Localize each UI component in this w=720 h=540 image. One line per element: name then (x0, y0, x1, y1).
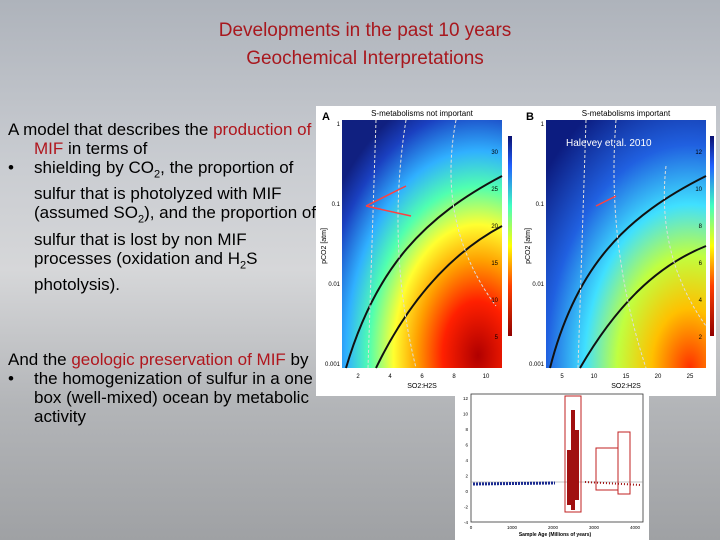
subscript: 2 (154, 168, 161, 181)
text: A model that describes the (8, 120, 214, 139)
y-tick-label: 12 (463, 396, 469, 401)
text: by (285, 350, 309, 369)
curve (579, 245, 707, 369)
arrow (595, 195, 617, 207)
bullet: shielding by CO2, the proportion of sulf… (8, 158, 320, 294)
colorbar-tick-label: 30 (491, 150, 498, 156)
y-tick-label: 0.1 (332, 202, 341, 208)
y-tick-label: 4 (465, 458, 468, 463)
y-tick-label: 1 (541, 122, 545, 128)
contour (367, 119, 497, 369)
x-tick-label: 25 (687, 374, 694, 380)
preservation-paragraph: And the geologic preservation of MIF by … (8, 350, 313, 426)
x-tick-label: 10 (591, 374, 598, 380)
x-tick-label: 0 (470, 525, 473, 530)
text: And the (8, 350, 72, 369)
x-axis-label: SO2:H2S (407, 383, 437, 390)
x-tick-label: 10 (483, 374, 490, 380)
subscript: 2 (240, 259, 247, 272)
x-tick-label: 8 (452, 374, 456, 380)
intro: And the geologic preservation of MIF by (8, 350, 313, 369)
panel-title: S-metabolisms not important (371, 109, 474, 118)
y-tick-label: 2 (465, 474, 468, 479)
inset-background (455, 390, 649, 540)
inset-labels: Sample Age (Millions of years) 0 1000 2000 3… (463, 396, 641, 538)
y-tick-label: 0.01 (328, 282, 340, 288)
scatter-cloud (584, 481, 642, 486)
highlight-box (564, 395, 582, 513)
y-tick-label: 10 (463, 412, 469, 417)
scatter-cloud (472, 481, 556, 486)
colorbar-tick-label: 15 (491, 261, 498, 267)
arrow (365, 185, 412, 217)
y-axis-label: pCO2 [atm] (321, 228, 328, 264)
colorbar-tick-label: 20 (491, 224, 498, 230)
citation: Halevey et al. 2010 (566, 138, 652, 149)
x-tick-label: 4 (388, 374, 392, 380)
figure: A S-metabolisms not important pCO2 [atm] SO… (316, 106, 716, 396)
x-tick-label: 3000 (589, 525, 600, 530)
x-tick-label: 5 (560, 374, 564, 380)
panel-letter: A (322, 111, 330, 123)
colorbar-tick-label: 6 (699, 261, 703, 267)
x-axis-label: SO2:H2S (611, 383, 641, 390)
colorbar-tick-label: 12 (695, 150, 702, 156)
y-tick-label: 0.001 (325, 362, 341, 368)
y-tick-label: 0.001 (529, 362, 545, 368)
y-tick-label: 0 (465, 489, 468, 494)
colorbar-tick-label: 25 (491, 187, 498, 193)
x-tick-label: 1000 (507, 525, 518, 530)
text: shielding by CO (34, 158, 155, 177)
panel-letter: B (526, 111, 534, 123)
colorbar-tick-label: 5 (495, 335, 499, 341)
colorbar-tick-label: 8 (699, 224, 703, 230)
highlight-box (595, 447, 619, 491)
heatmap (342, 120, 502, 368)
x-tick-label: 15 (623, 374, 630, 380)
inset-plot: Sample Age (Millions of years) 0 1000 2000 3… (455, 390, 649, 540)
y-tick-label: 1 (337, 122, 341, 128)
heatmap (546, 120, 706, 368)
inset-frame (470, 393, 644, 523)
y-tick-label: 8 (465, 427, 468, 432)
text: ), and the proportion of sulfur that is … (34, 203, 317, 268)
y-axis-label: pCO2 [atm] (525, 228, 532, 264)
colorbar (710, 136, 714, 336)
highlight: production of MIF (34, 120, 312, 158)
contour (577, 119, 707, 369)
x-tick-label: 4000 (630, 525, 641, 530)
x-tick-label: 2 (356, 374, 360, 380)
curve (345, 175, 503, 369)
title-line: Geochemical Interpretations (246, 48, 484, 69)
highlight: geologic preservation of MIF (71, 350, 286, 369)
y-tick-label: -2 (464, 505, 468, 510)
model-paragraph: A model that describes the production of… (8, 120, 320, 294)
text: , the proportion of sulfur that is photo… (34, 158, 294, 223)
colorbar-tick-label: 2 (699, 335, 703, 341)
colorbar-tick-label: 10 (491, 298, 498, 304)
subscript: 2 (137, 213, 145, 226)
colorbar (508, 136, 512, 336)
figure-labels: A S-metabolisms not important pCO2 [atm] SO… (321, 109, 703, 390)
y-tick-label: 6 (465, 443, 468, 448)
x-tick-label: 20 (655, 374, 662, 380)
scatter-cloud (567, 410, 579, 510)
title-line: Developments in the past 10 years (218, 20, 512, 41)
colorbar-tick-label: 10 (695, 187, 702, 193)
curve (549, 175, 707, 369)
text: in terms of (63, 139, 148, 158)
y-tick-label: -4 (464, 520, 468, 525)
text: S photolysis). (34, 248, 258, 295)
panel-title: S-metabolisms important (582, 109, 671, 118)
x-tick-label: 2000 (548, 525, 559, 530)
bullet: the homogenization of sulfur in a one bo… (8, 369, 313, 426)
y-tick-label: 0.1 (536, 202, 545, 208)
x-tick-label: 6 (420, 374, 424, 380)
y-tick-label: 0.01 (532, 282, 544, 288)
x-axis-label: Sample Age (Millions of years) (519, 532, 592, 538)
colorbar-tick-label: 4 (699, 298, 703, 304)
intro: A model that describes the production of… (8, 120, 320, 158)
curve (375, 225, 503, 369)
